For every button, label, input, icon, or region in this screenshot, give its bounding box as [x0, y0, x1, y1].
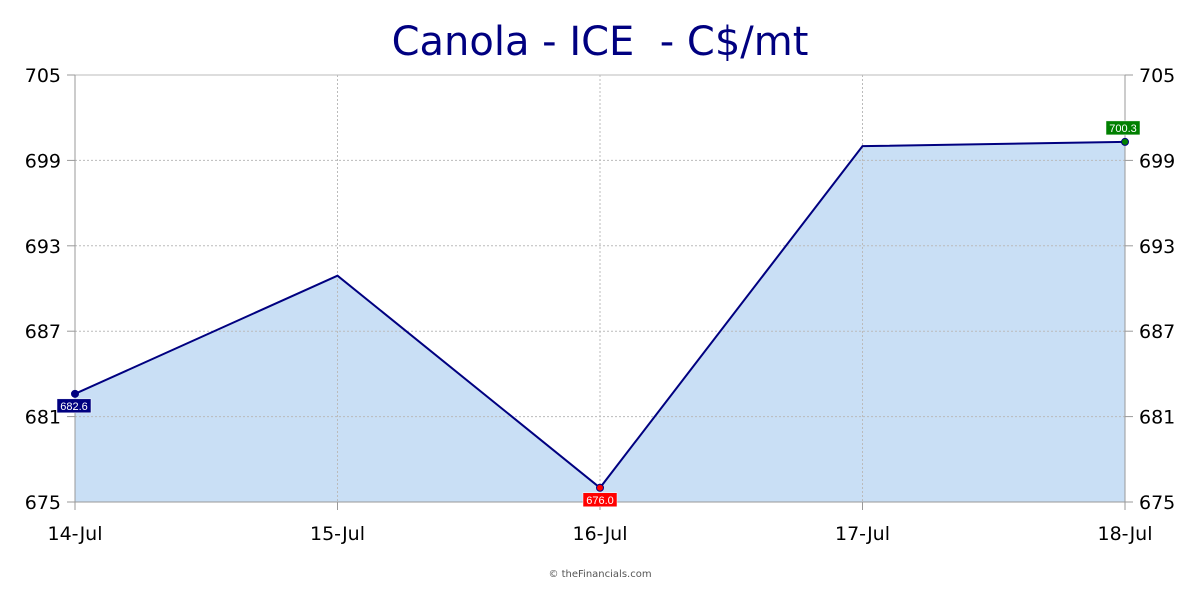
data-point-marker	[1121, 137, 1129, 146]
data-label-box	[582, 492, 618, 508]
y-tick-label-left: 687	[25, 321, 61, 343]
y-tick-label-left: 681	[25, 407, 61, 429]
data-point-marker	[596, 483, 604, 492]
y-tick-label-right: 705	[1139, 65, 1175, 87]
copyright-text: © theFinancials.com	[548, 569, 652, 580]
y-tick-label-right: 687	[1139, 321, 1175, 343]
data-label: 700.3	[1109, 123, 1137, 135]
data-label-box	[56, 398, 92, 414]
x-tick-label: 18-Jul	[1097, 523, 1152, 545]
y-tick-label-right: 675	[1139, 492, 1175, 514]
data-label: 682.6	[60, 401, 88, 413]
x-tick-label: 16-Jul	[572, 523, 627, 545]
x-tick-label: 14-Jul	[47, 523, 102, 545]
x-tick-label: 17-Jul	[835, 523, 890, 545]
y-tick-label-left: 675	[25, 492, 61, 514]
data-point-marker	[71, 389, 79, 398]
y-tick-label-left: 705	[25, 65, 61, 87]
y-tick-label-right: 681	[1139, 407, 1175, 429]
y-tick-label-left: 693	[25, 236, 61, 258]
y-tick-label-right: 693	[1139, 236, 1175, 258]
y-tick-label-right: 699	[1139, 150, 1175, 172]
data-label-box	[1105, 120, 1141, 136]
data-label: 676.0	[586, 495, 614, 507]
y-tick-label-left: 699	[25, 150, 61, 172]
x-tick-label: 15-Jul	[310, 523, 365, 545]
chart-title: Canola - ICE - C$/mt	[391, 19, 809, 65]
